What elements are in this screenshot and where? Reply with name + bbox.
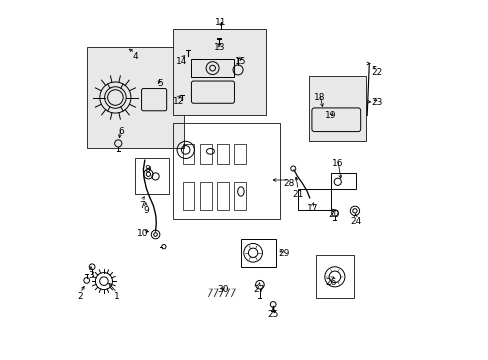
Text: 21: 21 xyxy=(292,190,304,199)
Text: 10: 10 xyxy=(136,229,148,238)
Text: 9: 9 xyxy=(142,206,148,215)
Text: 16: 16 xyxy=(331,159,343,168)
Text: 29: 29 xyxy=(278,249,289,258)
Bar xyxy=(172,30,265,116)
Bar xyxy=(183,144,194,163)
Bar xyxy=(308,76,366,140)
Text: 12: 12 xyxy=(172,96,183,105)
Text: 25: 25 xyxy=(267,310,278,319)
Bar xyxy=(234,182,245,211)
Bar xyxy=(135,158,169,194)
Bar xyxy=(330,173,355,189)
Text: 28: 28 xyxy=(283,179,294,188)
Text: 2: 2 xyxy=(77,292,83,301)
Text: 27: 27 xyxy=(253,285,264,294)
Text: 20: 20 xyxy=(328,210,339,219)
Text: 3: 3 xyxy=(88,270,94,279)
Bar xyxy=(297,189,330,210)
Text: 6: 6 xyxy=(118,127,123,136)
Text: 8: 8 xyxy=(144,165,150,174)
Text: 17: 17 xyxy=(306,204,318,213)
Bar xyxy=(183,182,194,211)
Text: 1: 1 xyxy=(114,292,120,301)
Bar xyxy=(200,144,211,163)
Text: 15: 15 xyxy=(235,57,246,66)
Text: 19: 19 xyxy=(324,111,336,120)
Text: 22: 22 xyxy=(371,68,382,77)
Text: 13: 13 xyxy=(213,43,224,52)
Bar xyxy=(234,144,245,163)
Bar xyxy=(191,59,233,77)
Bar xyxy=(217,182,228,211)
Bar xyxy=(316,255,353,298)
Text: 30: 30 xyxy=(217,285,228,294)
Text: 4: 4 xyxy=(132,52,138,61)
Bar xyxy=(200,182,211,211)
Bar xyxy=(172,123,280,220)
Text: 5: 5 xyxy=(157,79,163,88)
Bar xyxy=(241,239,276,267)
Text: 11: 11 xyxy=(215,18,226,27)
Bar xyxy=(217,144,228,163)
Text: 23: 23 xyxy=(371,98,382,107)
Text: 7: 7 xyxy=(139,201,145,210)
Bar xyxy=(86,47,183,148)
Text: 18: 18 xyxy=(313,93,325,102)
Text: 24: 24 xyxy=(349,217,361,226)
Text: 26: 26 xyxy=(324,278,336,287)
Text: 14: 14 xyxy=(176,57,187,66)
